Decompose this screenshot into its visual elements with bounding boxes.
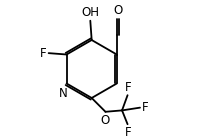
Text: N: N [59,87,67,100]
Text: OH: OH [81,6,99,19]
Text: F: F [125,126,132,138]
Text: F: F [125,81,132,94]
Text: F: F [40,47,47,60]
Text: O: O [100,114,109,127]
Text: F: F [142,101,148,114]
Text: O: O [113,4,122,17]
